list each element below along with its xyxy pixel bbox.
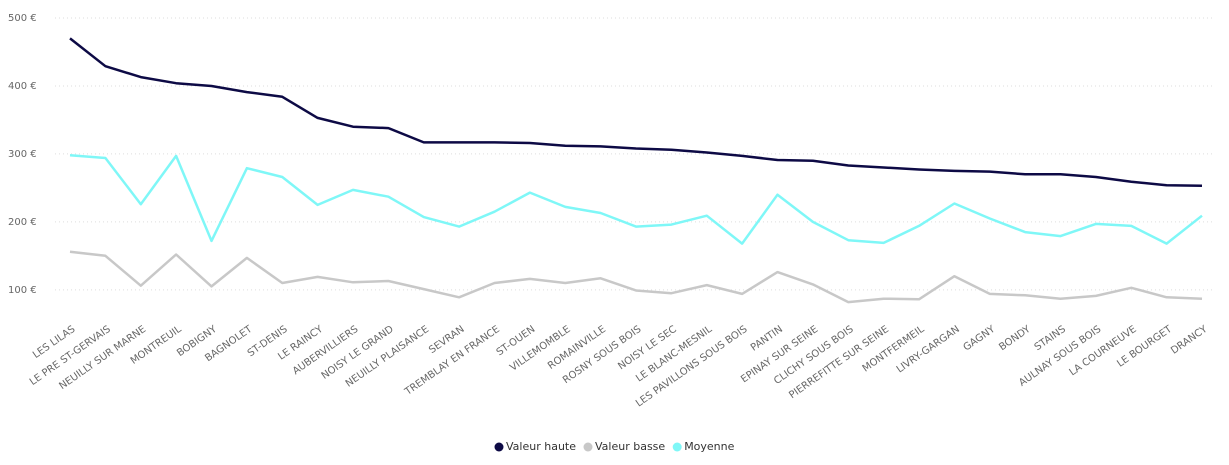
x-tick-label: GAGNY	[962, 323, 998, 353]
legend-label: Moyenne	[684, 440, 734, 453]
legend-marker	[672, 442, 682, 452]
y-tick-label: 500 €	[8, 13, 37, 24]
series-line	[69, 154, 1203, 245]
y-tick-label: 400 €	[8, 81, 37, 92]
series-line	[69, 37, 1203, 188]
y-tick-label: 300 €	[8, 149, 37, 160]
x-tick-label: LIVRY-GARGAN	[895, 324, 962, 376]
legend-label: Valeur haute	[506, 440, 576, 453]
x-tick-label: MONTFERMEIL	[861, 324, 927, 375]
legend-marker	[494, 442, 504, 452]
series-line	[69, 250, 1203, 304]
y-tick-label: 200 €	[8, 217, 37, 228]
x-tick-label: DRANCY	[1169, 323, 1210, 356]
y-tick-label: 100 €	[8, 285, 37, 296]
x-tick-label: VILLEMOMBLE	[508, 324, 573, 374]
x-tick-label: BONDY	[997, 323, 1033, 353]
legend-marker	[583, 442, 593, 452]
legend-label: Valeur basse	[595, 440, 665, 453]
